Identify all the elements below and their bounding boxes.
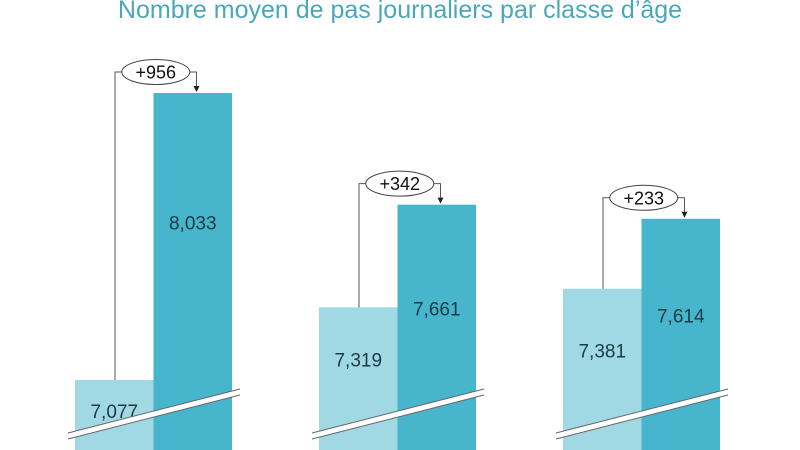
- axis-break-line: [311, 388, 485, 434]
- difference-label: +233: [623, 188, 664, 208]
- axis-break-line: [67, 388, 241, 434]
- axis-break-gap: [67, 389, 241, 439]
- axis-break-line: [311, 394, 485, 440]
- bar-après-1: [153, 93, 232, 450]
- bar-value-label: 7,661: [413, 299, 461, 320]
- arrow-head-icon: [681, 211, 688, 218]
- bar-value-label: 7,319: [334, 351, 382, 372]
- difference-label: +342: [379, 174, 420, 194]
- bar-après-3: [641, 218, 720, 450]
- axis-break-line: [555, 388, 729, 434]
- axis-break-line: [67, 394, 241, 440]
- arrow-head-icon: [193, 86, 200, 93]
- arrow-head-icon: [437, 197, 444, 204]
- axis-break-line: [555, 394, 729, 440]
- bar-value-label: 7,614: [657, 306, 705, 327]
- difference-ellipse: [365, 170, 435, 197]
- difference-ellipse: [609, 184, 679, 211]
- difference-label: +956: [135, 63, 176, 83]
- axis-break-gap: [311, 389, 485, 439]
- bar-value-label: 7,381: [578, 341, 626, 362]
- difference-ellipse: [121, 59, 191, 86]
- axis-break-gap: [555, 389, 729, 439]
- chart-title: Nombre moyen de pas journaliers par clas…: [117, 0, 683, 24]
- bar-value-label: 8,033: [169, 214, 217, 235]
